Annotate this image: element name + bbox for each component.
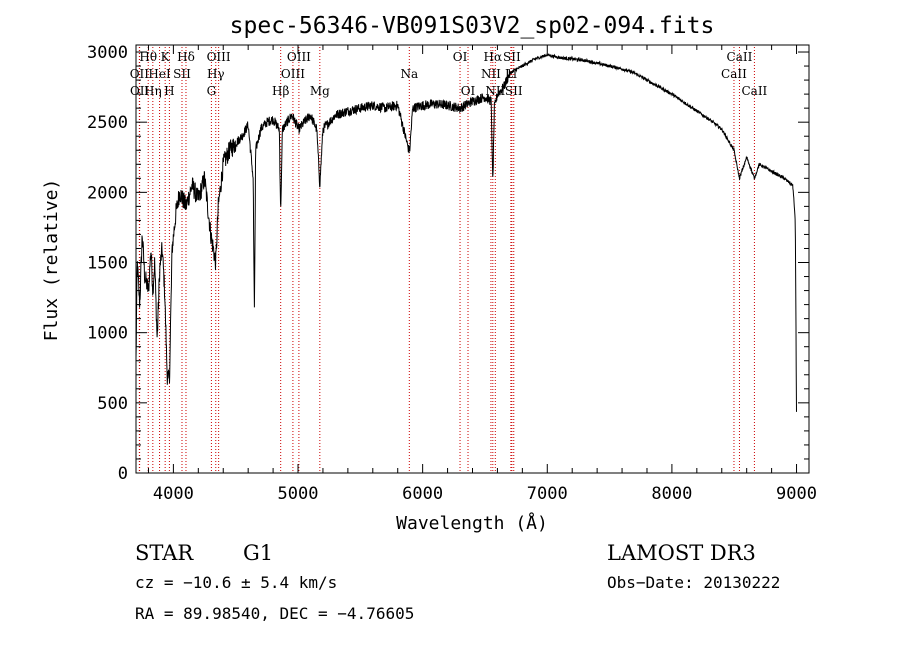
y-tick-label: 1500	[87, 254, 128, 274]
line-marker-label: Mg	[310, 84, 330, 98]
spectrum-line	[135, 53, 797, 412]
line-marker-label: SII	[503, 50, 521, 64]
y-tick-label: 1000	[87, 324, 128, 344]
line-marker-label: OIII	[281, 67, 305, 81]
redshift-text: cz = −10.6 ± 5.4 km/s	[135, 573, 337, 592]
x-tick-label: 6000	[402, 484, 443, 504]
survey-name: LAMOST DR3	[607, 541, 756, 565]
line-marker-label: SII	[173, 67, 191, 81]
line-marker-label: K	[161, 50, 171, 64]
x-axis-ticks: 4000 5000 6000 7000 8000 9000	[147, 45, 817, 504]
y-tick-label: 0	[118, 464, 128, 484]
line-marker-label: Hα	[484, 50, 503, 64]
x-tick-label: 8000	[651, 484, 692, 504]
x-tick-label: 4000	[153, 484, 194, 504]
line-marker-label: NII	[481, 67, 501, 81]
line-marker-label: Na	[400, 67, 418, 81]
x-tick-label: 9000	[776, 484, 817, 504]
object-class: STAR	[135, 541, 194, 565]
y-tick-label: 2500	[87, 113, 128, 133]
line-marker-label: Hγ	[207, 67, 225, 81]
line-marker-label: OIII	[287, 50, 311, 64]
y-tick-label: 2000	[87, 183, 128, 203]
line-marker-label: H	[164, 84, 174, 98]
line-marker-label: Hθ	[139, 50, 157, 64]
line-marker-label: Hη	[144, 84, 162, 98]
y-axis-label: Flux (relative)	[41, 179, 62, 342]
x-tick-label: 7000	[527, 484, 568, 504]
line-marker-label: SII	[505, 84, 523, 98]
line-marker-label: OI	[453, 50, 468, 64]
line-marker-label: OI	[461, 84, 476, 98]
line-marker-label: CaII	[721, 67, 747, 81]
coordinates: RA = 89.98540, DEC = −4.76605	[135, 604, 414, 623]
line-marker-label: CaII	[741, 84, 767, 98]
obs-date: Obs−Date: 20130222	[607, 573, 780, 592]
spectral-line-markers	[138, 47, 755, 473]
y-tick-label: 3000	[87, 43, 128, 63]
line-marker-label: OIII	[207, 50, 231, 64]
line-marker-label: Li	[505, 67, 517, 81]
x-tick-label: 5000	[278, 484, 319, 504]
line-marker-label: CaII	[727, 50, 753, 64]
line-marker-label: G	[207, 84, 217, 98]
chart-title: spec-56346-VB091S03V2_sp02-094.fits	[230, 13, 715, 39]
line-marker-label: OII	[130, 67, 150, 81]
object-subclass: G1	[243, 541, 273, 565]
x-axis-label: Wavelength (Å)	[396, 512, 548, 534]
line-marker-label: Hδ	[177, 50, 195, 64]
line-marker-label: HeI	[148, 67, 171, 81]
line-marker-label: OII	[130, 84, 150, 98]
line-marker-label: Hβ	[272, 84, 289, 98]
y-axis-ticks: 0 500 1000 1500 2000 2500 3000	[87, 43, 809, 484]
y-tick-label: 500	[97, 394, 128, 414]
